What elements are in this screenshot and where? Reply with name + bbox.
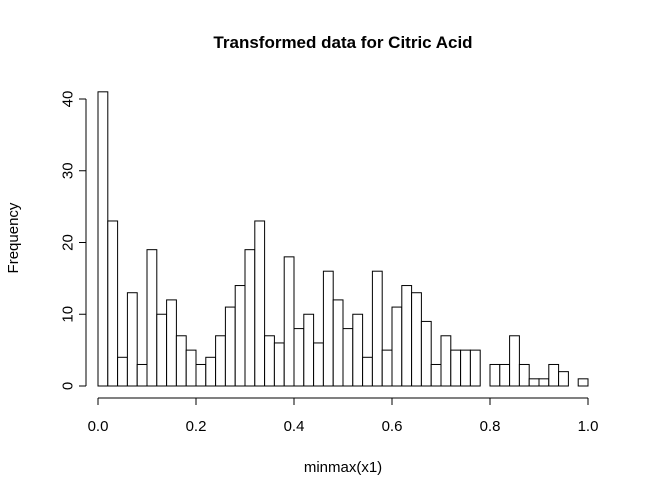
histogram-bar-10: [195, 363, 207, 387]
histogram-bar-2: [117, 356, 128, 387]
y-tick-label: 30: [60, 162, 77, 179]
histogram-bar-47: [558, 371, 569, 387]
histogram-bar-35: [440, 335, 452, 387]
y-axis: 0 10 20 30 40: [60, 91, 87, 390]
x-axis-label: minmax(x1): [304, 459, 382, 476]
histogram-bar-5: [146, 249, 158, 387]
y-tick-label: 20: [60, 234, 77, 251]
histogram-bar-9: [185, 349, 197, 387]
histogram-bar-21: [303, 313, 315, 387]
x-tick-label: 0.4: [284, 418, 305, 435]
histogram-bar-6: [156, 313, 168, 387]
histogram-bar-31: [401, 285, 413, 387]
histogram-bar-24: [332, 299, 344, 387]
histogram-bar-49: [577, 378, 589, 387]
y-tick-label: 0: [60, 382, 77, 390]
histogram-bar-8: [175, 335, 187, 387]
histogram-bar-38: [469, 349, 481, 387]
histogram-bar-12: [215, 335, 226, 387]
histogram-bar-3: [126, 292, 138, 387]
histogram-bar-36: [450, 349, 462, 387]
x-tick-label: 0.6: [382, 418, 403, 435]
histogram-bar-32: [411, 292, 422, 387]
histogram-bar-40: [489, 363, 501, 387]
histogram-bar-4: [136, 363, 148, 387]
y-tick-label: 40: [60, 91, 77, 108]
histogram-bar-22: [313, 342, 324, 387]
histogram-bar-37: [460, 349, 471, 387]
histogram-bar-27: [362, 356, 373, 387]
histogram-bar-33: [420, 320, 432, 387]
histogram-bar-11: [205, 356, 217, 387]
histogram-bar-46: [548, 363, 560, 387]
bars-group: [97, 91, 589, 387]
x-tick-label: 0.2: [186, 418, 207, 435]
histogram-bar-28: [371, 270, 383, 387]
histogram-bar-14: [234, 285, 246, 387]
x-tick-label: 0.8: [480, 418, 501, 435]
y-axis-label: Frequency: [5, 202, 22, 273]
x-axis: 0.0 0.2 0.4 0.6 0.8 1.0: [88, 397, 599, 435]
histogram-bar-19: [283, 256, 295, 387]
histogram-bar-42: [509, 335, 520, 387]
histogram-bar-13: [224, 306, 236, 387]
histogram-bar-45: [538, 378, 550, 387]
histogram-bar-34: [430, 363, 442, 387]
histogram-bar-44: [528, 378, 540, 387]
histogram-bar-29: [381, 349, 393, 387]
histogram-bar-26: [352, 313, 364, 387]
histogram-bar-30: [391, 306, 403, 387]
histogram-bar-18: [273, 342, 285, 387]
histogram-bar-0: [97, 91, 109, 387]
y-tick-label: 10: [60, 306, 77, 323]
histogram-bar-15: [244, 249, 256, 387]
x-tick-label: 0.0: [88, 418, 109, 435]
chart-title: Transformed data for Citric Acid: [213, 33, 472, 52]
histogram-bar-41: [499, 363, 511, 387]
histogram-bar-1: [107, 220, 119, 387]
histogram-bar-20: [293, 328, 305, 387]
histogram-bar-17: [264, 335, 275, 387]
histogram-bar-43: [518, 363, 530, 387]
x-tick-label: 1.0: [578, 418, 599, 435]
histogram-bar-7: [166, 299, 177, 387]
histogram-bar-16: [254, 220, 266, 387]
histogram-bar-23: [322, 270, 334, 387]
histogram-bar-25: [342, 328, 354, 387]
